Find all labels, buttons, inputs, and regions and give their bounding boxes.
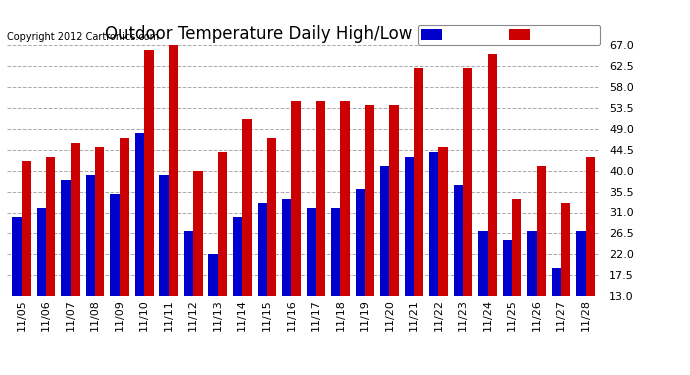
Bar: [503, 240, 512, 296]
Bar: [478, 231, 488, 296]
Bar: [257, 203, 267, 296]
Bar: [193, 171, 203, 296]
Bar: [586, 157, 595, 296]
Bar: [389, 105, 399, 296]
Bar: [267, 138, 276, 296]
Bar: [159, 175, 169, 296]
Bar: [242, 120, 252, 296]
Text: Copyright 2012 Cartronics.com: Copyright 2012 Cartronics.com: [7, 33, 159, 42]
Bar: [463, 68, 472, 296]
Bar: [340, 101, 350, 296]
Legend: Low  (°F), High  (°F): Low (°F), High (°F): [417, 25, 600, 45]
Bar: [46, 157, 55, 296]
Bar: [414, 68, 423, 296]
Bar: [429, 152, 438, 296]
Bar: [404, 157, 414, 296]
Bar: [552, 268, 561, 296]
Bar: [576, 231, 586, 296]
Bar: [488, 54, 497, 296]
Bar: [561, 203, 571, 296]
Bar: [86, 175, 95, 296]
Bar: [453, 184, 463, 296]
Bar: [438, 147, 448, 296]
Bar: [95, 147, 104, 296]
Bar: [70, 143, 80, 296]
Bar: [144, 50, 154, 296]
Bar: [21, 161, 31, 296]
Bar: [316, 101, 325, 296]
Bar: [380, 166, 389, 296]
Bar: [110, 194, 119, 296]
Bar: [331, 208, 340, 296]
Bar: [537, 166, 546, 296]
Bar: [365, 105, 374, 296]
Bar: [512, 198, 522, 296]
Bar: [306, 208, 316, 296]
Bar: [527, 231, 537, 296]
Bar: [135, 134, 144, 296]
Bar: [208, 254, 218, 296]
Bar: [291, 101, 301, 296]
Bar: [61, 180, 70, 296]
Bar: [233, 217, 242, 296]
Bar: [355, 189, 365, 296]
Bar: [119, 138, 129, 296]
Bar: [12, 217, 21, 296]
Bar: [218, 152, 227, 296]
Bar: [169, 45, 178, 296]
Bar: [184, 231, 193, 296]
Title: Outdoor Temperature Daily High/Low 20121129: Outdoor Temperature Daily High/Low 20121…: [105, 26, 502, 44]
Bar: [282, 198, 291, 296]
Bar: [37, 208, 46, 296]
